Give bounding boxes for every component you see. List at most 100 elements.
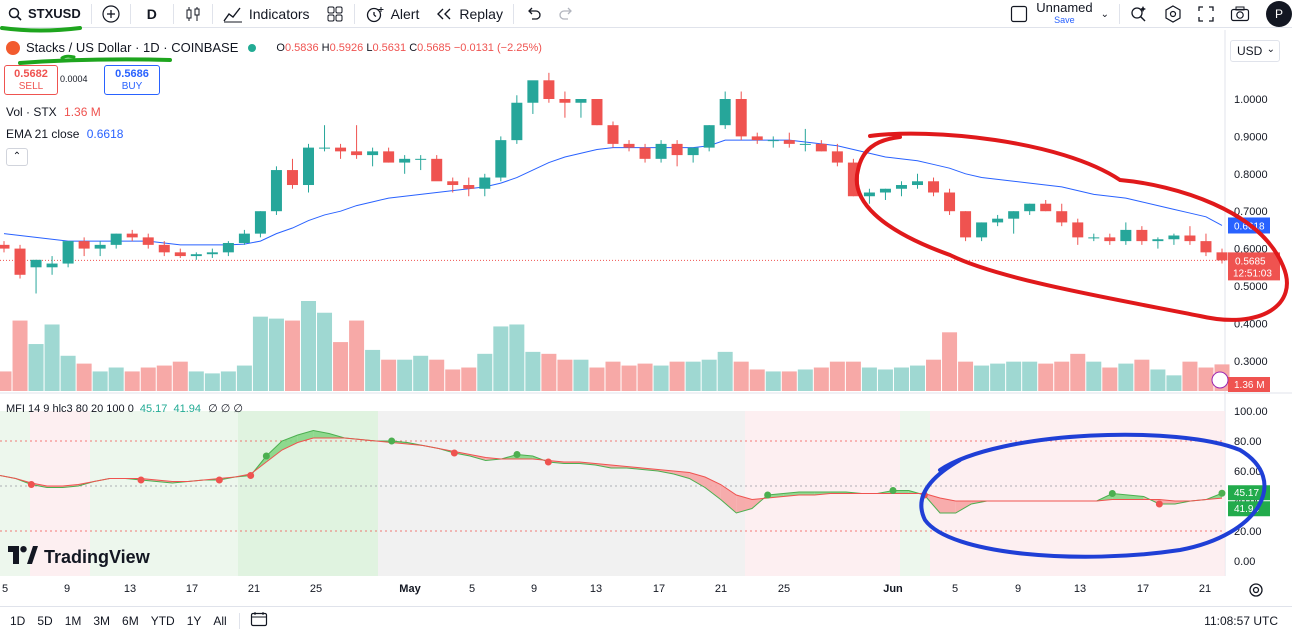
volume-bar [525,351,541,391]
quick-search-button[interactable] [1122,0,1156,28]
currency-select[interactable]: USD ⌄ [1230,40,1280,62]
collapse-legend-button[interactable]: ⌃ [6,148,28,166]
mfi-cross-dot [764,491,772,499]
mfi-legend[interactable]: MFI 14 9 hlc3 80 20 100 0 45.17 41.94 ∅ … [6,402,243,415]
volume-bar [749,369,765,391]
gear-icon [1248,583,1264,601]
chart-settings-button[interactable] [1248,582,1264,601]
layout-title: Unnamed [1036,0,1093,15]
candle-body [1104,237,1116,242]
volume-bar [990,363,1006,391]
current-price-tag-text: 0.5685 [1235,256,1266,267]
range-button-1y[interactable]: 1Y [186,613,202,628]
candle-body [94,244,106,249]
time-axis-label: 17 [1136,583,1150,595]
chart-type-button[interactable] [176,0,210,28]
range-button-6m[interactable]: 6M [122,613,139,628]
range-button-1m[interactable]: 1M [64,613,82,628]
sell-button[interactable]: 0.5682 SELL [4,65,58,95]
fullscreen-button[interactable] [1190,0,1222,28]
candle-body [895,185,907,189]
date-range-button[interactable] [250,611,268,630]
chart-canvas[interactable]: 1.00000.90000.80000.70000.60000.50000.40… [0,30,1292,576]
volume-bar [910,365,925,391]
high-label: H [321,41,330,54]
range-button-ytd[interactable]: YTD [150,613,175,628]
volume-legend[interactable]: Vol · STX 1.36 M [6,105,101,119]
current-price-tag [1228,252,1280,281]
range-button-3m[interactable]: 3M [93,613,111,628]
price-tick-label: 0.7000 [1234,206,1268,218]
candle-body [1040,203,1052,212]
mfi-signal-tag-text: 41.94 [1234,504,1259,515]
range-button-all[interactable]: All [213,613,227,628]
candle-body [158,244,170,253]
candle-body [383,151,395,163]
grid-icon [326,5,344,23]
mfi-tick-label: 100.00 [1234,406,1268,418]
volume-bar [557,359,573,391]
user-avatar[interactable]: P [1266,1,1292,27]
replay-label: Replay [459,5,503,22]
symbol-search-button[interactable]: STXUSD [0,0,89,28]
volume-label: Vol · STX [6,105,57,119]
time-axis[interactable]: 5 9 13 17 21 25 May 5 9 13 17 21 25 Jun 5 9 13 17 21 [0,578,1225,602]
volume-bar [124,371,140,391]
volume-bar [397,359,413,391]
symbol-legend: Stacks / US Dollar · 1D · COINBASE O0.58… [6,40,542,55]
candle-body [319,147,331,149]
volume-bar [974,365,990,391]
volume-bar [589,367,605,391]
sell-label: SELL [18,81,44,92]
candle-body [671,143,683,156]
candle-body [976,222,988,238]
candle-body [78,241,90,249]
divider [90,3,92,24]
layouts-button[interactable] [318,0,352,28]
range-button-5d[interactable]: 5D [37,613,53,628]
price-tick-label: 1.0000 [1234,94,1268,106]
plus-circle-icon [102,4,120,23]
redo-icon [558,7,576,21]
indicators-button[interactable]: Indicators [215,0,318,28]
tradingview-logo[interactable]: TradingView [8,546,150,569]
divider [129,3,131,24]
candle-body [944,192,956,212]
volume-bar [605,361,621,391]
divider [172,3,174,24]
chart-area[interactable]: 1.0000 0.9000 0.8000 0.7000 0.6000 0.5000 0.40… [0,30,1292,576]
volume-bar [1150,369,1166,391]
snapshot-button[interactable] [1222,0,1258,28]
candle-body [783,140,795,144]
bottom-toolbar: 1D 5D 1M 3M 6M YTD 1Y All 11:08:57 UTC [0,606,1292,634]
mfi-fill-segment [955,501,972,513]
candle-body [463,185,475,189]
time-axis-label: 21 [247,583,261,595]
range-button-1d[interactable]: 1D [10,613,26,628]
alert-button[interactable]: Alert [357,0,428,28]
undo-button[interactable] [516,0,550,28]
candle-body [1136,229,1148,242]
candle-body [559,99,571,103]
volume-bar [0,371,12,391]
replay-button[interactable]: Replay [427,0,511,28]
volume-bar [381,359,397,391]
settings-button[interactable] [1156,0,1190,28]
mfi-tick-label: 60.00 [1234,466,1262,478]
magnifier-sparkle-icon [1130,5,1148,23]
buy-button[interactable]: 0.5686 BUY [104,65,160,95]
compare-symbol-button[interactable] [94,0,128,28]
chevron-up-icon: ⌃ [12,151,22,162]
mfi-tick-label: 0.00 [1234,556,1255,568]
buy-price: 0.5686 [115,68,149,80]
interval-button[interactable]: D [146,5,157,22]
ema-legend[interactable]: EMA 21 close 0.6618 [6,127,123,141]
layout-menu-button[interactable]: Unnamed Save ⌄ [1002,0,1117,28]
candle-body [1008,211,1020,219]
volume-bar [861,367,877,391]
candle-body [1056,211,1068,223]
mfi-signal-value: 41.94 [173,403,201,415]
volume-bar [236,365,252,391]
redo-button[interactable] [550,0,584,28]
utc-clock[interactable]: 11:08:57 UTC [1204,614,1278,628]
